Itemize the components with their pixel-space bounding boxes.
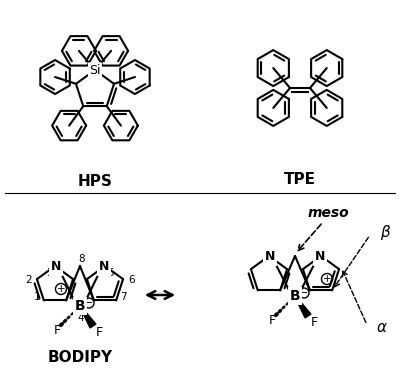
Text: HPS: HPS <box>78 174 112 190</box>
Text: α: α <box>377 320 387 335</box>
Text: F: F <box>54 323 60 337</box>
Text: TPE: TPE <box>284 173 316 188</box>
Text: 2: 2 <box>26 275 32 285</box>
Text: −: − <box>84 298 94 308</box>
Text: F: F <box>310 315 318 328</box>
Text: 3: 3 <box>46 268 52 278</box>
Text: N: N <box>265 251 275 264</box>
Text: N: N <box>99 261 109 274</box>
Polygon shape <box>294 296 311 318</box>
Text: 8: 8 <box>79 254 85 264</box>
Text: 7: 7 <box>120 292 126 302</box>
Text: Si: Si <box>89 64 101 76</box>
Text: +: + <box>57 284 65 294</box>
Text: −: − <box>299 288 309 298</box>
Text: 1: 1 <box>34 292 40 302</box>
Text: BODIPY: BODIPY <box>48 350 112 366</box>
Text: F: F <box>268 313 276 327</box>
Text: F: F <box>96 325 102 339</box>
Text: 5: 5 <box>108 268 114 278</box>
Text: β: β <box>380 225 390 239</box>
Text: B: B <box>290 289 300 303</box>
Text: 6: 6 <box>128 275 134 285</box>
Polygon shape <box>80 306 96 328</box>
Text: B: B <box>75 299 85 313</box>
Text: meso: meso <box>307 206 349 220</box>
Text: 4: 4 <box>78 313 84 323</box>
Text: N: N <box>315 251 325 264</box>
Text: N: N <box>51 261 61 274</box>
Text: +: + <box>323 274 331 284</box>
